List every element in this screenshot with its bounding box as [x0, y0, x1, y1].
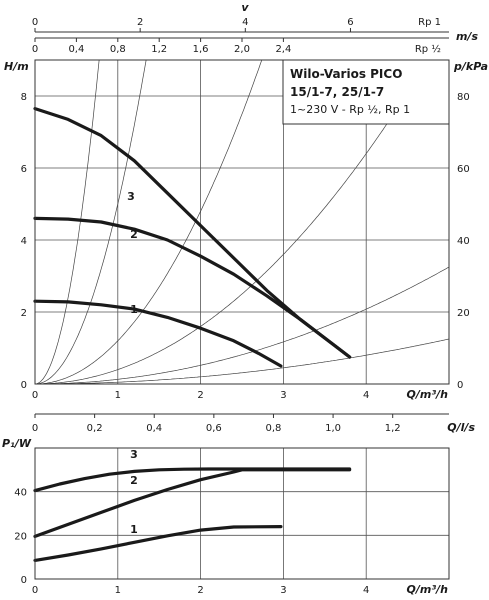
pump-curve-1 — [33, 299, 283, 368]
velocity-rp1-pipe-label: Rp 1 — [418, 17, 441, 28]
power-curve-frame — [34, 447, 450, 580]
velocity-axis-title: v — [241, 1, 249, 14]
velocity-rp1-tick-label: 4 — [242, 17, 248, 28]
velocity-rp12-tick-label: 1,6 — [193, 44, 209, 55]
velocity-unit-label: m/s — [456, 30, 478, 43]
power-x-tick-label: 4 — [363, 585, 369, 596]
y2-tick-label: 40 — [457, 236, 470, 247]
system-curve — [35, 338, 449, 384]
y-tick-label: 4 — [21, 236, 27, 247]
y2-tick-label: 80 — [457, 92, 470, 103]
power-x-tick-label: 2 — [197, 585, 203, 596]
power-curve-3 — [33, 467, 352, 493]
flow-ls-tick-label: 1,0 — [325, 423, 341, 434]
power-x-tick-label: 0 — [32, 585, 38, 596]
y2-tick-label: 0 — [457, 380, 463, 391]
x-tick-label: 1 — [115, 390, 121, 401]
x-tick-label: 2 — [197, 390, 203, 401]
x-tick-label: 3 — [280, 390, 286, 401]
velocity-rp12-tick-label: 2,4 — [275, 44, 291, 55]
power-y-tick-label: 0 — [21, 575, 27, 586]
flow-ls-tick-label: 1,2 — [385, 423, 401, 434]
velocity-axes: 0 2 4 6 0 0,4 0,8 1,2 1,6 2,0 2,4 v Rp 1 Rp ½ m/s — [32, 1, 479, 55]
power-x-tick-label: 3 — [280, 585, 286, 596]
system-curve — [35, 266, 449, 384]
power-x-tick-label: 1 — [115, 585, 121, 596]
chart-title-box: Wilo-Varios PICO 15/1-7, 25/1-7 1~230 V … — [282, 59, 450, 125]
velocity-rp12-tick-label: 2,0 — [234, 44, 250, 55]
y2-axis-title-pressure: p/kPa — [453, 60, 488, 73]
title-box-frame — [282, 59, 450, 125]
chart-title-line-2: 15/1-7, 25/1-7 — [290, 85, 384, 99]
velocity-rp1-tick-label: 2 — [137, 17, 143, 28]
x-axis-title-flow-ls: Q/l/s — [447, 421, 475, 434]
pump-curve-2 — [33, 216, 352, 359]
velocity-rp12-tick-label: 0,4 — [68, 44, 84, 55]
velocity-rp1-tick-label: 0 — [32, 17, 38, 28]
power-y-tick-label: 40 — [14, 488, 27, 499]
velocity-rp12-tick-label: 0 — [32, 44, 38, 55]
y-tick-label: 8 — [21, 92, 27, 103]
power-curve-2 — [33, 468, 352, 539]
flow-ls-tick-label: 0,8 — [266, 423, 282, 434]
x-tick-label: 0 — [32, 390, 38, 401]
power-curve-label-3: 3 — [130, 448, 138, 461]
pump-curve-frame — [34, 59, 450, 385]
y-tick-label: 2 — [21, 308, 27, 319]
pump-curve-label-1: 1 — [130, 303, 138, 316]
power-curve-panel: 3 2 1 0 0,2 0,4 0,6 0,8 1,0 1,2 0 20 40 0 1 2 3 4 P₁/W Q… — [2, 413, 475, 596]
x-tick-label: 4 — [363, 390, 369, 401]
power-curve-ticks: 0 0,2 0,4 0,6 0,8 1,0 1,2 0 20 40 0 1 2 3 4 — [14, 413, 449, 596]
flow-ls-tick-label: 0,2 — [87, 423, 103, 434]
y2-tick-label: 60 — [457, 164, 470, 175]
system-curve — [35, 60, 429, 384]
system-curve — [35, 60, 147, 384]
power-curve-1 — [33, 524, 283, 563]
velocity-rp12-tick-label: 0,8 — [110, 44, 126, 55]
velocity-rp12-pipe-label: Rp ½ — [415, 43, 441, 55]
pump-curve-label-2: 2 — [130, 228, 138, 241]
chart-subtitle: 1~230 V - Rp ½, Rp 1 — [290, 103, 410, 116]
y-axis-title-head: H/m — [4, 60, 29, 73]
velocity-rp12-tick-label: 1,2 — [151, 44, 167, 55]
chart-title-line-1: Wilo-Varios PICO — [290, 67, 402, 81]
velocity-rp1-tick-label: 6 — [347, 17, 353, 28]
x-axis-title-flow-lower: Q/m³/h — [407, 583, 449, 596]
power-curve-label-1: 1 — [130, 523, 138, 536]
power-curve-label-2: 2 — [130, 474, 138, 487]
flow-ls-tick-label: 0,4 — [146, 423, 162, 434]
y-tick-label: 0 — [21, 380, 27, 391]
flow-ls-tick-label: 0 — [32, 423, 38, 434]
flow-ls-tick-label: 0,6 — [206, 423, 222, 434]
y2-tick-label: 20 — [457, 308, 470, 319]
power-curves: 3 2 1 — [33, 448, 352, 563]
pump-curves: 3 2 1 — [33, 106, 352, 368]
x-axis-title-flow: Q/m³/h — [407, 388, 449, 401]
y-axis-title-power: P₁/W — [2, 437, 32, 450]
pump-curve-label-3: 3 — [127, 190, 135, 203]
system-curve — [35, 60, 263, 384]
power-y-tick-label: 20 — [14, 531, 27, 542]
y-tick-label: 6 — [21, 164, 27, 175]
